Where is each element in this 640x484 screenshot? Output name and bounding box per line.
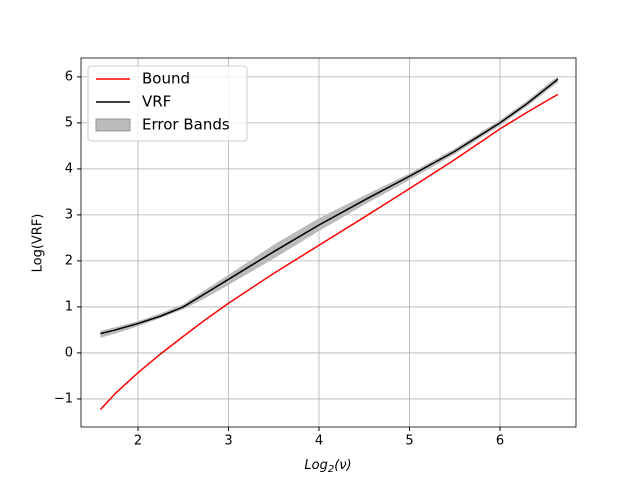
legend-swatch	[95, 118, 131, 132]
y-tick-label: 0	[65, 345, 73, 360]
x-tick-label: 2	[134, 434, 142, 449]
y-tick-label: 2	[65, 253, 73, 268]
y-tick-label: −1	[54, 391, 73, 406]
legend-label: Bound	[142, 70, 190, 88]
y-axis-label: Log(VRF)	[31, 214, 46, 273]
y-tick-label: 4	[65, 161, 73, 176]
x-tick-label: 4	[315, 434, 323, 449]
x-label-rest: (ν)	[334, 458, 351, 473]
x-label-sub: 2	[328, 464, 334, 475]
y-tick-label: 5	[65, 115, 73, 130]
legend-label: Error Bands	[142, 116, 230, 134]
y-tick-label: 3	[65, 207, 73, 222]
y-tick-label: 6	[65, 69, 73, 84]
series-line	[100, 78, 559, 335]
plot-frame	[80, 57, 577, 428]
legend-label: VRF	[142, 93, 171, 111]
x-label-base: Log	[304, 458, 327, 473]
y-tick-label: 1	[65, 299, 73, 314]
x-tick-label: 3	[224, 434, 232, 449]
series-line	[99, 93, 559, 411]
x-tick-label: 5	[405, 434, 413, 449]
x-tick-label: 6	[496, 434, 504, 449]
x-axis-label: Log2(ν)	[304, 458, 351, 476]
